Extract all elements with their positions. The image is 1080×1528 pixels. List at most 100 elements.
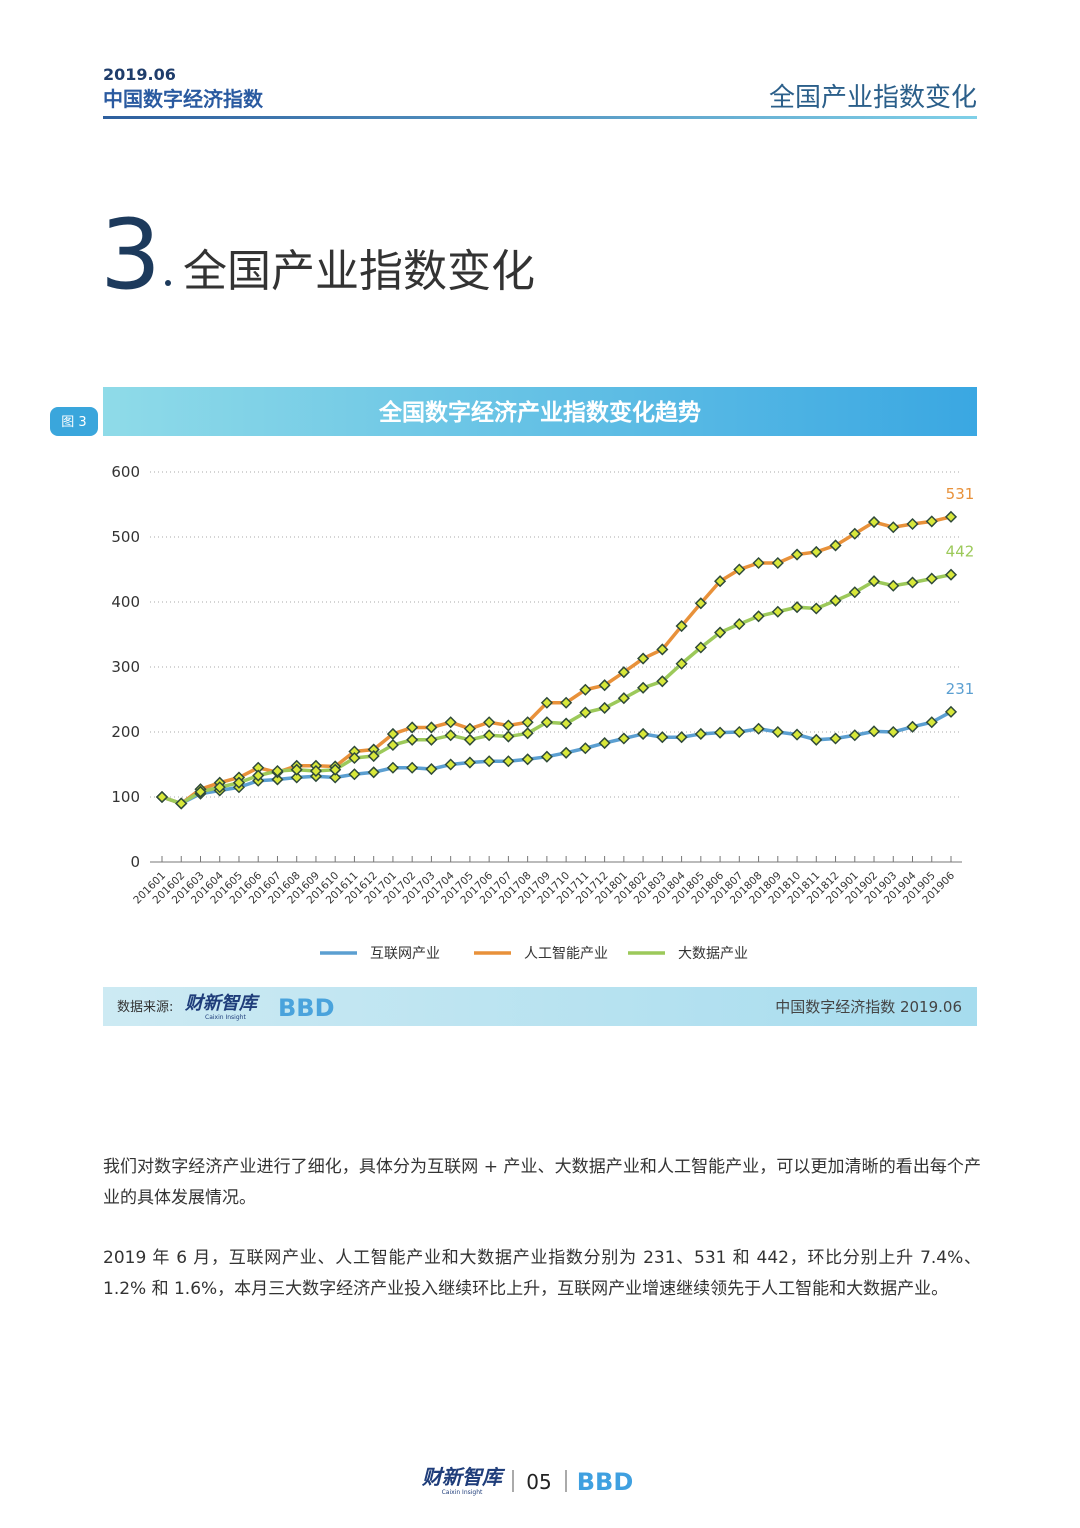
marker bbox=[733, 725, 746, 739]
marker bbox=[367, 766, 380, 779]
paragraph: 我们对数字经济产业进行了细化，具体分为互联网 + 产业、大数据产业和人工智能产业… bbox=[103, 1157, 981, 1208]
marker bbox=[617, 732, 630, 745]
y-tick-label: 300 bbox=[111, 658, 140, 676]
marker bbox=[213, 781, 226, 794]
chart-title: 全国数字经济产业指数变化趋势 bbox=[378, 399, 701, 426]
marker bbox=[252, 769, 265, 782]
section-number: 3 bbox=[100, 199, 161, 311]
marker bbox=[290, 763, 303, 776]
marker bbox=[598, 679, 611, 692]
marker bbox=[829, 539, 842, 552]
marker bbox=[483, 729, 496, 742]
marker bbox=[175, 797, 188, 810]
marker bbox=[656, 643, 669, 656]
marker bbox=[848, 586, 861, 599]
marker bbox=[579, 683, 592, 696]
marker bbox=[463, 733, 476, 746]
marker bbox=[232, 776, 246, 789]
marker bbox=[675, 619, 688, 633]
marker bbox=[906, 517, 919, 531]
marker bbox=[560, 746, 573, 759]
y-tick-label: 200 bbox=[111, 723, 140, 741]
marker bbox=[386, 738, 399, 752]
chart-banner bbox=[103, 387, 977, 436]
marker bbox=[425, 721, 438, 734]
marker bbox=[925, 572, 938, 585]
marker bbox=[675, 657, 688, 670]
data-label: 442 bbox=[946, 543, 975, 561]
section-title: 全国产业指数变化 bbox=[183, 246, 535, 297]
legend-label: 互联网产业 bbox=[370, 946, 440, 962]
marker bbox=[944, 705, 958, 718]
paragraph: 2019 年 6 月，互联网产业、人工智能产业和大数据产业指数分别为 231、5… bbox=[103, 1248, 981, 1299]
y-tick-label: 500 bbox=[111, 528, 140, 546]
data-label: 531 bbox=[946, 485, 975, 503]
y-tick-label: 600 bbox=[111, 463, 140, 481]
marker bbox=[771, 725, 784, 739]
marker bbox=[271, 773, 284, 786]
source-logo-sub: Caixin Insight bbox=[205, 1014, 246, 1021]
marker bbox=[887, 521, 900, 534]
marker bbox=[444, 758, 457, 771]
marker bbox=[829, 594, 842, 607]
marker bbox=[637, 681, 650, 694]
marker bbox=[483, 755, 496, 768]
y-tick-label: 400 bbox=[111, 593, 140, 611]
marker bbox=[656, 675, 669, 688]
marker bbox=[579, 706, 592, 719]
header-date: 2019.06 bbox=[103, 65, 176, 84]
marker bbox=[790, 601, 804, 614]
marker bbox=[829, 732, 842, 745]
marker bbox=[925, 716, 938, 729]
marker bbox=[290, 771, 303, 784]
marker bbox=[714, 726, 727, 739]
marker bbox=[694, 597, 707, 610]
marker bbox=[906, 576, 919, 589]
marker bbox=[271, 764, 284, 778]
marker bbox=[848, 527, 861, 540]
marker bbox=[406, 721, 419, 734]
page-number: 05 bbox=[526, 1470, 551, 1494]
footer-logo-sub: Caixin Insight bbox=[442, 1489, 483, 1496]
marker bbox=[502, 719, 515, 732]
source-logo: 财新智库 bbox=[184, 993, 260, 1014]
marker bbox=[579, 742, 592, 755]
marker bbox=[540, 696, 553, 709]
marker bbox=[329, 763, 342, 776]
marker bbox=[425, 733, 438, 746]
marker bbox=[810, 733, 823, 746]
marker bbox=[694, 727, 707, 741]
marker bbox=[560, 717, 573, 730]
marker bbox=[329, 771, 342, 784]
figure-tag: 图 3 bbox=[61, 415, 86, 430]
marker bbox=[502, 755, 515, 768]
marker bbox=[540, 716, 553, 729]
marker bbox=[867, 725, 881, 738]
marker bbox=[752, 610, 765, 623]
marker bbox=[714, 626, 727, 639]
marker bbox=[598, 736, 611, 750]
legend-label: 人工智能产业 bbox=[524, 946, 608, 962]
marker bbox=[752, 556, 765, 570]
marker bbox=[810, 545, 823, 559]
marker bbox=[386, 761, 399, 774]
marker bbox=[444, 729, 457, 742]
marker bbox=[944, 510, 958, 523]
marker bbox=[348, 751, 361, 765]
marker bbox=[752, 722, 765, 735]
series-line bbox=[161, 515, 952, 806]
marker bbox=[887, 725, 900, 739]
marker bbox=[944, 568, 958, 581]
marker bbox=[771, 556, 784, 570]
marker bbox=[733, 618, 746, 631]
chart: 0100200300400500600201601201602201603201… bbox=[111, 463, 974, 962]
y-tick-label: 0 bbox=[130, 853, 140, 871]
marker bbox=[463, 756, 476, 769]
header-rule bbox=[103, 116, 977, 119]
figure-tag-bg bbox=[50, 407, 98, 436]
header-title: 中国数字经济指数 bbox=[103, 87, 264, 111]
marker bbox=[867, 515, 881, 529]
y-tick-label: 100 bbox=[111, 788, 140, 806]
